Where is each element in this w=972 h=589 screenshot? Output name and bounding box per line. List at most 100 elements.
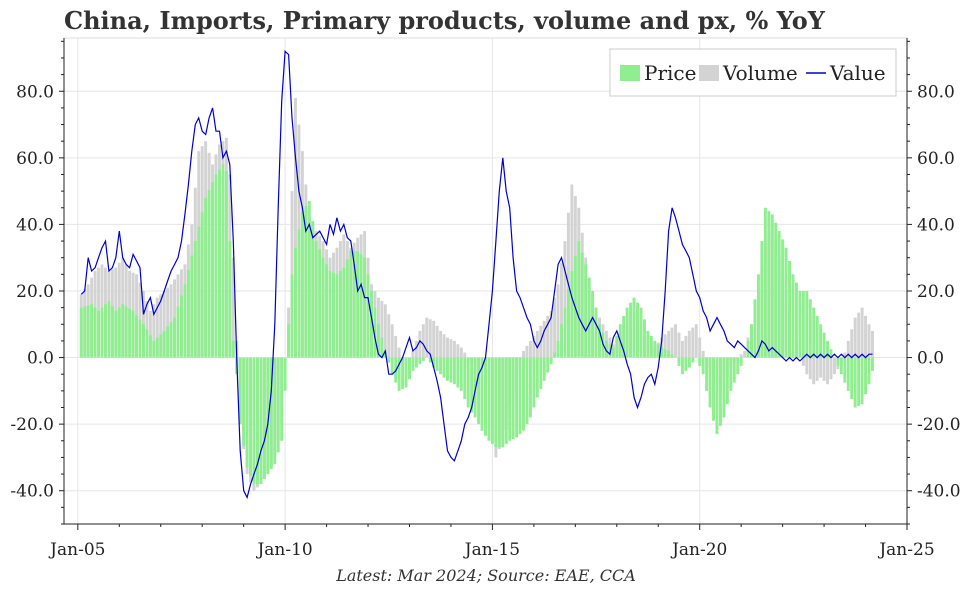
- volume-bar: [663, 334, 667, 358]
- price-bar: [629, 302, 633, 358]
- price-bar: [508, 357, 512, 441]
- price-bar: [332, 272, 335, 358]
- price-bar: [594, 307, 598, 358]
- volume-bar: [535, 330, 539, 358]
- volume-bar: [822, 357, 826, 381]
- legend-price-label: Price: [644, 61, 696, 85]
- volume-bar: [532, 335, 536, 358]
- chart: -40.0 -40.0 -20.0 -20.0 0.0 0.0 20.0 20.0 40.0 40…: [10, 37, 961, 560]
- price-bar: [128, 308, 132, 358]
- price-bar: [414, 357, 418, 368]
- volume-bar: [556, 284, 560, 358]
- source-footer: Latest: Mar 2024; Source: EAE, CCA: [336, 566, 636, 585]
- price-bar: [439, 357, 443, 375]
- price-bar: [584, 264, 588, 358]
- y-tick-label-right: -20.0: [917, 415, 961, 435]
- price-bar: [788, 261, 792, 358]
- price-bar: [280, 357, 284, 441]
- volume-bar: [694, 324, 698, 358]
- price-bar: [166, 326, 170, 358]
- volume-bar: [670, 327, 674, 358]
- price-bar: [418, 357, 422, 365]
- price-bar: [155, 337, 159, 358]
- volume-bar: [563, 241, 567, 358]
- price-bar: [328, 271, 332, 358]
- price-bar: [179, 295, 183, 358]
- price-bar: [477, 357, 481, 425]
- y-tick-label-left: 80.0: [16, 82, 54, 102]
- y-tick-label-right: 60.0: [917, 149, 955, 169]
- price-bar: [656, 344, 660, 358]
- price-bar: [756, 274, 760, 358]
- axes: -40.0 -40.0 -20.0 -20.0 0.0 0.0 20.0 20.0 40.0 40…: [10, 38, 961, 560]
- price-bar: [342, 267, 346, 358]
- price-bar: [432, 357, 436, 368]
- legend-volume-swatch: [699, 65, 719, 81]
- price-bar: [446, 357, 449, 381]
- price-bar: [791, 274, 795, 358]
- volume-bar: [159, 294, 163, 358]
- price-bar: [843, 357, 847, 383]
- price-bar: [428, 357, 432, 363]
- price-bar: [218, 169, 221, 358]
- price-bar: [794, 282, 798, 358]
- volume-bar: [684, 335, 688, 358]
- price-bar: [190, 255, 194, 358]
- volume-bar: [853, 317, 857, 358]
- volume-bar: [691, 327, 695, 358]
- volume-bar: [701, 350, 705, 358]
- price-bar: [349, 251, 353, 358]
- legend-volume-label: Volume: [722, 61, 798, 85]
- price-bar: [269, 357, 273, 470]
- price-bar: [725, 357, 729, 405]
- legend: Price Volume Value: [609, 48, 897, 97]
- price-bar: [680, 357, 684, 375]
- volume-bar: [463, 352, 467, 358]
- volume-bar: [826, 357, 830, 385]
- price-bar: [784, 247, 788, 358]
- price-bar: [566, 289, 570, 358]
- price-bar: [739, 357, 743, 366]
- price-bar: [221, 164, 225, 358]
- x-tick-label: Jan-05: [48, 540, 105, 560]
- price-bar: [473, 357, 477, 418]
- price-bar: [214, 174, 218, 358]
- price-bar: [387, 357, 391, 363]
- price-bar: [321, 257, 325, 358]
- volume-bar: [428, 319, 432, 358]
- price-bar: [736, 357, 740, 375]
- price-bar: [670, 354, 674, 358]
- price-bar: [515, 357, 519, 438]
- price-bars: [79, 164, 874, 485]
- volume-bar: [677, 332, 681, 358]
- volume-bar: [446, 337, 449, 358]
- price-bar: [549, 357, 553, 365]
- price-bar: [380, 337, 384, 358]
- price-bar: [193, 241, 197, 358]
- price-bar: [376, 324, 380, 358]
- y-tick-label-right: 20.0: [917, 282, 955, 302]
- volume-bar: [525, 345, 529, 358]
- price-bar: [632, 297, 636, 358]
- price-bar: [131, 310, 135, 358]
- volume-bar: [743, 350, 747, 358]
- price-bar: [97, 310, 101, 358]
- y-tick-label-right: 0.0: [917, 349, 944, 369]
- volume-bar: [674, 324, 677, 358]
- price-bar: [867, 357, 871, 385]
- price-bar: [145, 329, 149, 358]
- price-bar: [452, 357, 456, 385]
- volume-bar: [698, 337, 702, 358]
- price-bar: [103, 304, 107, 358]
- price-bar: [373, 307, 377, 358]
- volume-bar: [387, 314, 391, 358]
- price-bar: [290, 274, 294, 358]
- volume-bar: [383, 304, 387, 358]
- price-bar: [204, 197, 208, 358]
- volume-bar: [812, 357, 816, 385]
- price-bar: [200, 212, 204, 358]
- volume-bar: [667, 330, 671, 358]
- value-line: [80, 49, 873, 500]
- price-bar: [698, 357, 702, 366]
- price-bar: [615, 335, 619, 358]
